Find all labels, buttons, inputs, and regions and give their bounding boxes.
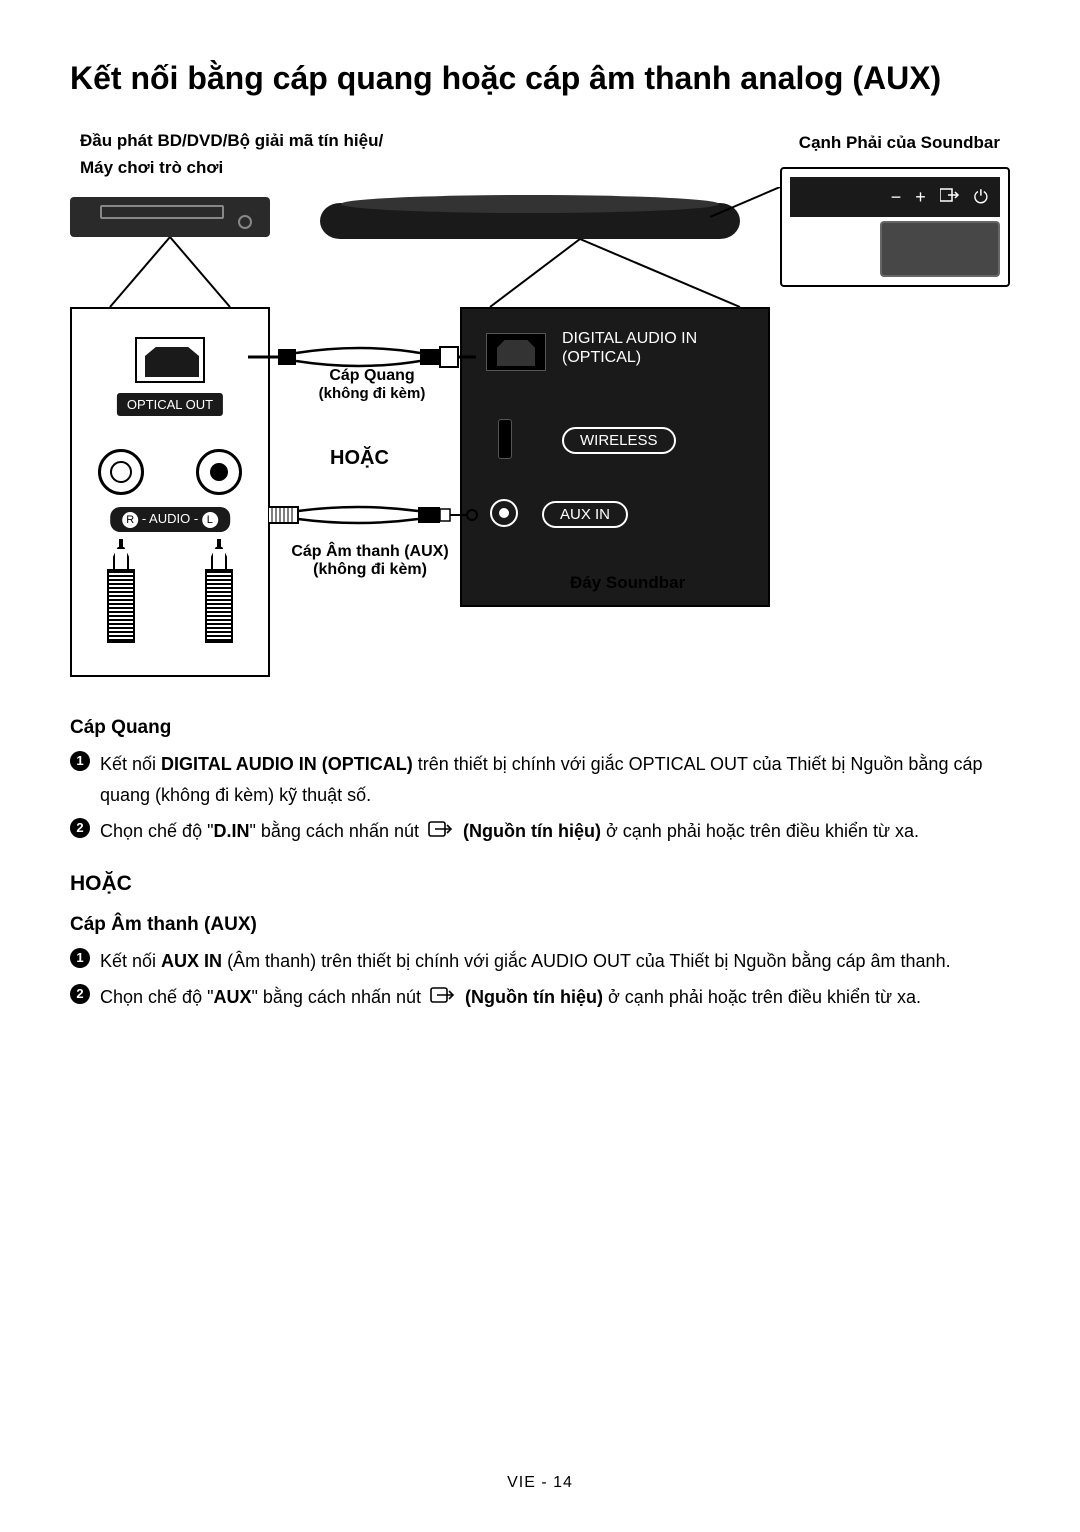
minus-icon: −	[891, 187, 902, 208]
digital-audio-in-label: DIGITAL AUDIO IN (OPTICAL)	[562, 329, 697, 367]
aux-steps: 1 Kết nối AUX IN (Âm thanh) trên thiết b…	[70, 946, 1010, 1014]
aux-in-label: AUX IN	[542, 501, 628, 528]
soundbar-side-panel: − + ⏻	[780, 167, 1010, 287]
list-item: 1 Kết nối DIGITAL AUDIO IN (OPTICAL) trê…	[100, 749, 1010, 810]
optical-steps: 1 Kết nối DIGITAL AUDIO IN (OPTICAL) trê…	[70, 749, 1010, 848]
page-footer: VIE - 14	[0, 1474, 1080, 1492]
plus-icon: +	[915, 187, 926, 208]
rca-port-r	[98, 449, 144, 495]
soundbar-right-label: Cạnh Phải của Soundbar	[799, 133, 1000, 153]
optical-cable-label: Cáp Quang (không đi kèm)	[292, 367, 452, 402]
source-button-icon	[429, 983, 457, 1014]
aux-plug-r	[106, 539, 136, 669]
optical-heading: Cáp Quang	[70, 717, 1010, 739]
aux-plug-l	[204, 539, 234, 669]
aux-cable-icon	[268, 497, 478, 533]
power-icon: ⏻	[974, 187, 988, 208]
optical-out-label: OPTICAL OUT	[117, 393, 223, 416]
connection-diagram: Đầu phát BD/DVD/Bộ giải mã tín hiệu/ Máy…	[70, 127, 1010, 687]
aux-in-port	[490, 499, 518, 527]
audio-rl-label: R - AUDIO - L	[110, 507, 230, 532]
source-button-icon	[427, 817, 455, 848]
callout-left	[70, 237, 270, 307]
optical-out-port	[135, 337, 205, 383]
callout-right	[460, 239, 770, 307]
soundbar-bottom-label: Đáy Soundbar	[570, 573, 685, 593]
aux-cable-label: Cáp Âm thanh (AUX) (không đi kèm)	[275, 543, 465, 579]
digital-audio-in-port	[486, 333, 546, 371]
rca-port-l	[196, 449, 242, 495]
diagram-or-label: HOẶC	[330, 447, 389, 470]
list-item: 1 Kết nối AUX IN (Âm thanh) trên thiết b…	[100, 946, 1010, 977]
soundbar-top-view	[320, 203, 740, 239]
bd-dvd-device	[70, 197, 270, 237]
page-title: Kết nối bằng cáp quang hoặc cáp âm thanh…	[70, 60, 1010, 97]
list-item: 2 Chọn chế độ "AUX" bằng cách nhấn nút (…	[100, 982, 1010, 1014]
callout-side	[710, 187, 790, 227]
wireless-label: WIRELESS	[562, 427, 676, 454]
source-device-label: Đầu phát BD/DVD/Bộ giải mã tín hiệu/ Máy…	[80, 127, 400, 181]
or-heading: HOẶC	[70, 872, 1010, 896]
aux-heading: Cáp Âm thanh (AUX)	[70, 914, 1010, 936]
list-item: 2 Chọn chế độ "D.IN" bằng cách nhấn nút …	[100, 816, 1010, 848]
wireless-slot	[498, 419, 512, 459]
soundbar-ports-panel: DIGITAL AUDIO IN (OPTICAL) WIRELESS AUX …	[460, 307, 770, 607]
source-icon	[940, 187, 960, 208]
